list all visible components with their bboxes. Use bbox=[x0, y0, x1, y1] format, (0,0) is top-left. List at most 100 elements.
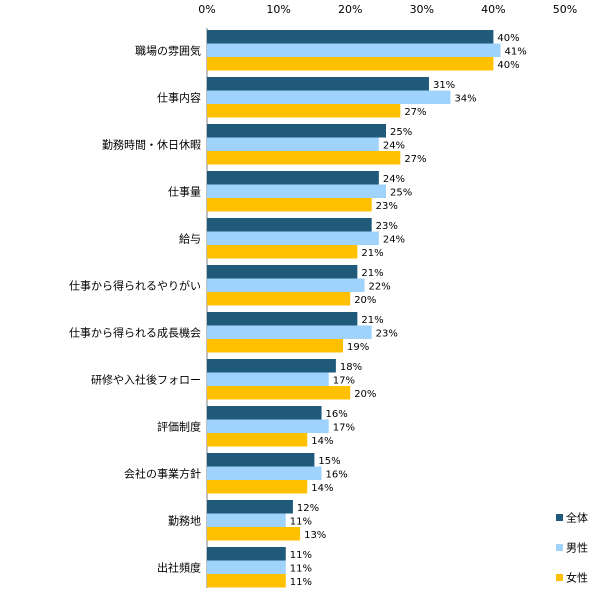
category-label: 出社頻度 bbox=[157, 560, 201, 574]
x-tick-label: 50% bbox=[553, 3, 577, 16]
bar bbox=[207, 104, 401, 118]
value-label: 11% bbox=[290, 577, 312, 588]
value-label: 17% bbox=[333, 422, 355, 433]
value-label: 16% bbox=[326, 409, 348, 420]
legend-label: 全体 bbox=[566, 511, 588, 525]
category-labels: 職場の雰囲気仕事内容勤務時間・休日休暇仕事量給与仕事から得られるやりがい仕事から… bbox=[69, 43, 201, 574]
bar bbox=[207, 198, 372, 212]
value-label: 21% bbox=[361, 315, 383, 326]
value-label: 16% bbox=[326, 469, 348, 480]
bar bbox=[207, 547, 286, 561]
category-label: 仕事から得られるやりがい bbox=[69, 278, 201, 292]
value-label: 27% bbox=[404, 154, 426, 165]
x-tick-label: 10% bbox=[266, 3, 290, 16]
bar bbox=[207, 137, 379, 151]
value-label: 12% bbox=[297, 503, 319, 514]
bar bbox=[207, 245, 358, 259]
category-label: 評価制度 bbox=[157, 419, 201, 433]
value-label: 17% bbox=[333, 375, 355, 386]
value-label: 24% bbox=[383, 174, 405, 185]
legend-label: 男性 bbox=[566, 541, 588, 555]
category-label: 会社の事業方針 bbox=[124, 466, 201, 480]
bar bbox=[207, 480, 308, 494]
bar bbox=[207, 406, 322, 420]
legend-swatch bbox=[556, 544, 563, 551]
bar bbox=[207, 231, 379, 245]
category-label: 仕事から得られる成長機会 bbox=[69, 325, 201, 339]
bar bbox=[207, 90, 451, 104]
value-label: 23% bbox=[376, 328, 398, 339]
bar bbox=[207, 433, 308, 447]
value-label: 22% bbox=[369, 281, 391, 292]
category-label: 給与 bbox=[179, 231, 201, 245]
x-axis-ticks: 0% 10% 20% 30% 40% 50% bbox=[198, 3, 577, 16]
bar bbox=[207, 77, 429, 91]
bar bbox=[207, 151, 401, 165]
x-tick-label: 20% bbox=[338, 3, 362, 16]
value-label: 40% bbox=[497, 60, 519, 71]
bar bbox=[207, 513, 286, 527]
value-label: 40% bbox=[497, 33, 519, 44]
value-label: 11% bbox=[290, 563, 312, 574]
value-label: 21% bbox=[361, 248, 383, 259]
bar bbox=[207, 453, 315, 467]
value-label: 20% bbox=[354, 389, 376, 400]
value-label: 21% bbox=[361, 268, 383, 279]
bar bbox=[207, 466, 322, 480]
bar bbox=[207, 43, 501, 57]
value-label: 11% bbox=[290, 550, 312, 561]
bar bbox=[207, 278, 365, 292]
bar bbox=[207, 500, 293, 514]
bar bbox=[207, 218, 372, 232]
bar bbox=[207, 560, 286, 574]
bar bbox=[207, 124, 386, 138]
value-label: 14% bbox=[311, 436, 333, 447]
value-label: 24% bbox=[383, 234, 405, 245]
category-label: 勤務時間・休日休暇 bbox=[102, 137, 201, 151]
value-label: 18% bbox=[340, 362, 362, 373]
x-tick-label: 0% bbox=[198, 3, 215, 16]
legend-label: 女性 bbox=[566, 571, 588, 585]
value-label: 27% bbox=[404, 107, 426, 118]
value-label: 15% bbox=[318, 456, 340, 467]
legend-swatch bbox=[556, 514, 563, 521]
value-label: 25% bbox=[390, 127, 412, 138]
bars bbox=[207, 30, 501, 588]
bar bbox=[207, 292, 351, 306]
value-label: 31% bbox=[433, 80, 455, 91]
value-label: 19% bbox=[347, 342, 369, 353]
bar bbox=[207, 372, 329, 386]
value-label: 25% bbox=[390, 187, 412, 198]
bar bbox=[207, 325, 372, 339]
category-label: 仕事内容 bbox=[157, 90, 201, 104]
value-labels: 40% 41% 40% 31% 34% 27% 25% 24% 27% 24% 25% 23% 23% 2… bbox=[290, 33, 527, 588]
legend-swatch bbox=[556, 574, 563, 581]
bar bbox=[207, 30, 494, 44]
bar bbox=[207, 419, 329, 433]
value-label: 24% bbox=[383, 140, 405, 151]
value-label: 20% bbox=[354, 295, 376, 306]
category-label: 勤務地 bbox=[168, 513, 201, 527]
bar bbox=[207, 339, 344, 353]
category-label: 研修や入社後フォロー bbox=[91, 372, 201, 386]
value-label: 23% bbox=[376, 221, 398, 232]
value-label: 13% bbox=[304, 530, 326, 541]
bar bbox=[207, 386, 351, 400]
value-label: 23% bbox=[376, 201, 398, 212]
bar bbox=[207, 171, 379, 185]
bar bbox=[207, 312, 358, 326]
bar bbox=[207, 184, 386, 198]
value-label: 14% bbox=[311, 483, 333, 494]
category-label: 職場の雰囲気 bbox=[135, 43, 201, 57]
category-label: 仕事量 bbox=[168, 185, 201, 198]
value-label: 34% bbox=[454, 93, 476, 104]
bar bbox=[207, 574, 286, 588]
x-tick-label: 30% bbox=[410, 3, 434, 16]
bar bbox=[207, 527, 301, 541]
bar bbox=[207, 57, 494, 71]
value-label: 11% bbox=[290, 516, 312, 527]
value-label: 41% bbox=[505, 46, 527, 57]
